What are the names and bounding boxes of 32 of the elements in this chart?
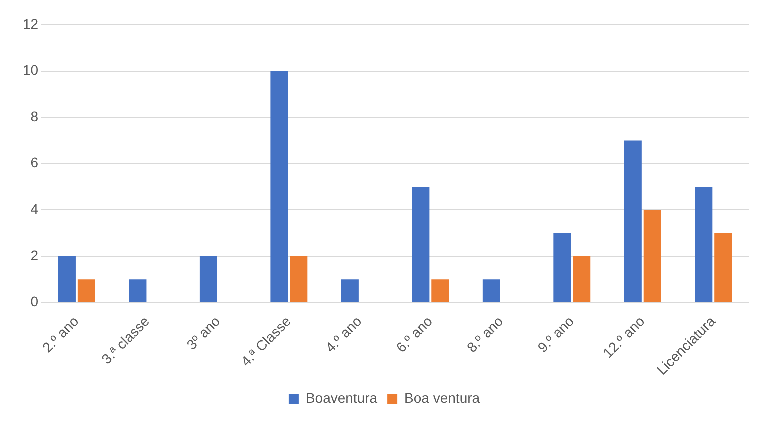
x-tick-label: 2.º ano [39, 313, 82, 356]
bar [432, 280, 450, 302]
x-tick-label: 9.º ano [534, 313, 578, 356]
bar [573, 256, 591, 302]
bar [412, 187, 430, 302]
bar [78, 280, 96, 302]
x-tick-label: 6.º ano [393, 313, 436, 356]
bar [200, 256, 218, 302]
bar [624, 140, 642, 302]
x-tick-label: 3º ano [184, 313, 224, 353]
bar [714, 233, 732, 302]
y-tick-label: 0 [30, 294, 39, 310]
y-tick-label: 12 [22, 16, 39, 32]
bar [695, 187, 713, 302]
bar [270, 71, 288, 302]
x-tick-label: 8.º ano [464, 313, 506, 356]
legend-label: Boaventura [306, 390, 378, 406]
y-tick-label: 2 [30, 247, 39, 264]
x-tick-label: 12.º ano [600, 313, 648, 362]
y-tick-label: 4 [30, 201, 39, 218]
legend-label: Boa ventura [404, 390, 480, 406]
bar [644, 210, 662, 302]
bar [290, 256, 308, 302]
y-tick-label: 10 [22, 62, 39, 78]
bar [341, 280, 359, 302]
bar [554, 233, 572, 302]
bar [58, 256, 76, 302]
x-tick-label: 4.º ano [322, 313, 365, 356]
y-tick-label: 6 [30, 154, 39, 171]
y-tick-label: 8 [30, 108, 39, 124]
bar [482, 280, 500, 302]
bar [129, 280, 147, 302]
